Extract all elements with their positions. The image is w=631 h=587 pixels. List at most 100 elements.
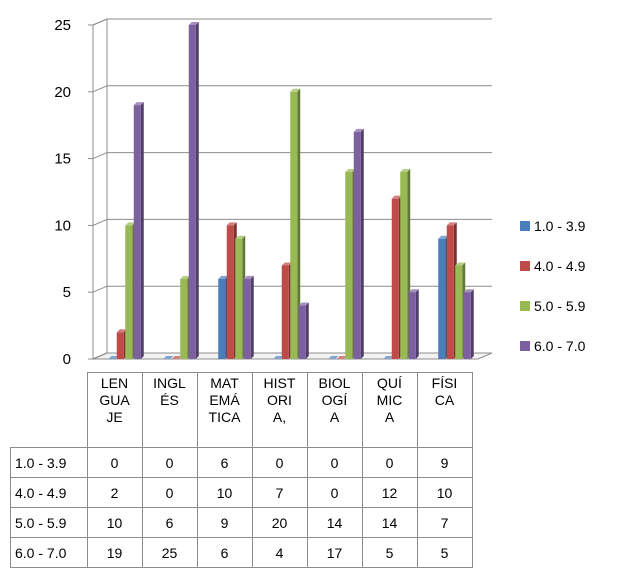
bar-front: [235, 238, 243, 359]
legend: 1.0 - 3.9 4.0 - 4.9 5.0 - 5.9 6.0 - 7.0: [520, 206, 631, 366]
data-table-cell: 12: [361, 477, 418, 508]
bar-front: [455, 265, 463, 359]
data-table-cell: 0: [306, 477, 363, 508]
bar-front: [125, 225, 133, 359]
category-label: BIOLOGÍA: [306, 372, 363, 448]
bar-top: [243, 275, 254, 279]
bar-front: [188, 25, 196, 359]
bar-front: [408, 292, 416, 359]
data-table-cell: 10: [196, 477, 253, 508]
bar-front: [180, 278, 188, 359]
data-table-cell: 14: [306, 507, 363, 538]
data-table-cell: 19: [86, 537, 143, 568]
data-table-cell: 0: [306, 447, 363, 478]
y-tick-label: 5: [63, 284, 71, 301]
bar: [163, 356, 174, 360]
bar-front: [290, 91, 298, 360]
bar-front: [345, 171, 353, 359]
bar-top: [226, 222, 237, 226]
bar-front: [446, 225, 454, 359]
bar-top: [108, 356, 119, 359]
legend-label: 4.0 - 4.9: [534, 258, 586, 274]
bar-front: [243, 278, 251, 359]
bar-side: [470, 289, 474, 359]
bar: [290, 88, 301, 360]
data-table-cell: 4: [251, 537, 308, 568]
bar: [353, 128, 364, 359]
bar-front: [353, 131, 361, 359]
bar-top: [273, 356, 284, 359]
bar-top: [218, 275, 229, 279]
data-table-cell: 5: [416, 537, 473, 568]
side-wall: [92, 18, 108, 360]
data-table-row: 1.0 - 3.9 0 0 6 0 0 0 9: [10, 447, 473, 478]
bar: [133, 102, 144, 359]
legend-swatch: [520, 261, 530, 271]
y-tick-label: 10: [54, 217, 71, 234]
bar-front: [226, 225, 234, 359]
bar: [408, 289, 419, 359]
bar-front: [391, 198, 399, 359]
bar: [188, 22, 199, 359]
bar-side: [250, 275, 254, 359]
data-table-cell: 5: [361, 537, 418, 568]
data-table-row-label: 1.0 - 3.9: [10, 447, 88, 478]
category-label: INGLÉS: [141, 372, 198, 448]
data-table-cell: 25: [141, 537, 198, 568]
bar-top: [188, 22, 199, 25]
data-table-cell: 10: [416, 477, 473, 508]
data-table-row: 5.0 - 5.9 10 6 9 20 14 14 7: [10, 507, 473, 538]
bar-top: [180, 275, 191, 279]
category-label: MATEMÁTICA: [196, 372, 253, 448]
bar-top: [455, 262, 466, 266]
y-tick-label: 15: [54, 151, 71, 168]
bar-side: [415, 289, 419, 359]
data-table-row: 4.0 - 4.9 2 0 10 7 0 12 10: [10, 477, 473, 508]
legend-item: 5.0 - 5.9: [520, 286, 631, 326]
legend-label: 6.0 - 7.0: [534, 338, 586, 354]
bar-top: [383, 356, 394, 359]
data-table-cell: 7: [416, 507, 473, 538]
data-table-cell: 10: [86, 507, 143, 538]
data-table: LENGUAJE INGLÉS MATEMÁTICA HISTORIA, BIOLOGÍ…: [10, 372, 473, 568]
data-table-row: 6.0 - 7.0 19 25 6 4 17 5 5: [10, 537, 473, 568]
bar-top: [400, 168, 411, 172]
y-tick-label: 0: [63, 351, 71, 368]
data-table-cell: 2: [86, 477, 143, 508]
bar-top: [235, 235, 246, 239]
bar-top: [336, 356, 347, 359]
bar-top: [125, 222, 136, 226]
data-table-header-row: LENGUAJE INGLÉS MATEMÁTICA HISTORIA, BIOLOGÍ…: [11, 372, 473, 448]
bar-front: [281, 265, 289, 359]
data-table-row-label: 5.0 - 5.9: [10, 507, 88, 538]
data-table-cell: 0: [86, 447, 143, 478]
data-table-row-label: 4.0 - 4.9: [10, 477, 88, 508]
category-label: HISTORIA,: [251, 372, 308, 448]
bar-side: [305, 302, 309, 359]
data-table-cell: 6: [196, 447, 253, 478]
legend-swatch: [520, 301, 530, 311]
data-table-corner: [11, 373, 88, 448]
legend-label: 1.0 - 3.9: [534, 218, 586, 234]
bar-top: [298, 302, 309, 306]
bar-top: [438, 235, 449, 239]
bar: [383, 356, 394, 360]
data-table-row-label: 6.0 - 7.0: [10, 537, 88, 568]
category-label: FÍSICA: [416, 372, 473, 448]
gridline: [92, 18, 492, 26]
bar-top: [163, 356, 174, 359]
bar-top: [408, 289, 419, 293]
bar-side: [140, 102, 144, 359]
bar-side: [195, 22, 199, 359]
y-tick-label: 20: [54, 84, 71, 101]
bar-top: [171, 356, 182, 359]
data-table-cell: 20: [251, 507, 308, 538]
legend-item: 4.0 - 4.9: [520, 246, 631, 286]
bar-front: [116, 332, 124, 359]
bar-top: [463, 289, 474, 293]
data-table-cell: 0: [251, 447, 308, 478]
bar-front: [463, 292, 471, 359]
chart: 0 5 10 15 20 25: [54, 17, 493, 368]
bar-top: [353, 128, 364, 132]
category-label: QUÍMICA: [361, 372, 418, 448]
